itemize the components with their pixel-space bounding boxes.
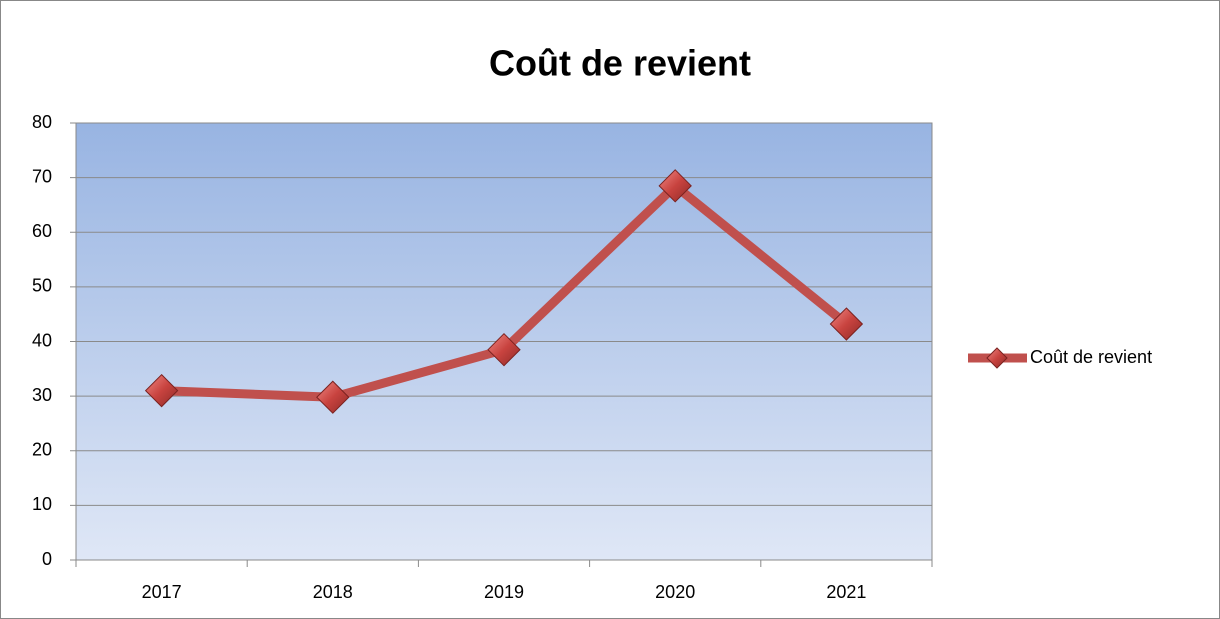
marker bbox=[829, 307, 864, 341]
marker bbox=[144, 373, 179, 408]
x-tick-label: 2017 bbox=[142, 582, 182, 602]
x-tick-label: 2018 bbox=[313, 582, 353, 602]
y-tick-label: 60 bbox=[32, 221, 52, 241]
y-tick-label: 10 bbox=[32, 494, 52, 514]
y-tick-label: 80 bbox=[32, 112, 52, 132]
x-tick-label: 2021 bbox=[826, 582, 866, 602]
y-tick-label: 70 bbox=[32, 166, 52, 186]
y-tick-label: 40 bbox=[32, 330, 52, 350]
chart-title: Coût de revient bbox=[489, 43, 751, 84]
x-tick-label: 2019 bbox=[484, 582, 524, 602]
legend-label: Coût de revient bbox=[1030, 347, 1152, 367]
y-tick-label: 0 bbox=[42, 549, 52, 569]
y-tick-label: 30 bbox=[32, 385, 52, 405]
x-tick-label: 2020 bbox=[655, 582, 695, 602]
marker bbox=[487, 332, 521, 367]
marker bbox=[316, 380, 350, 414]
y-tick-label: 20 bbox=[32, 440, 52, 460]
marker bbox=[658, 169, 692, 203]
legend-marker bbox=[986, 347, 1008, 369]
y-tick-label: 50 bbox=[32, 276, 52, 296]
